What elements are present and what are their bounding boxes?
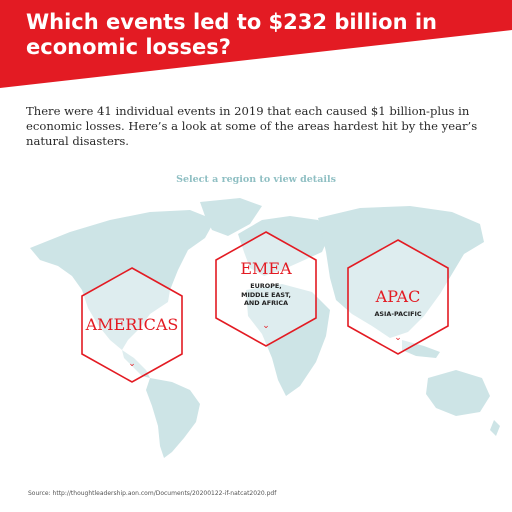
emea-label: EMEA [240, 259, 292, 278]
europe-landmass [238, 216, 330, 276]
africa-landmass [246, 284, 330, 396]
intro-text: There were 41 individual events in 2019 … [26, 104, 478, 148]
australia-landmass [426, 370, 490, 416]
southeast-asia-islands [402, 340, 440, 358]
page-title: Which events led to $232 billion in econ… [26, 10, 437, 59]
south-america-landmass [146, 378, 200, 458]
emea-hexagon [215, 231, 317, 347]
apac-subtitle: ASIA-PACIFIC [374, 310, 422, 318]
americas-label: AMERICAS [85, 315, 179, 334]
chevron-down-icon: ⌄ [128, 359, 136, 369]
north-america-landmass [30, 210, 215, 350]
region-apac-button[interactable]: APAC ASIA-PACIFIC ⌄ [346, 238, 450, 356]
region-americas-button[interactable]: AMERICAS ⌄ [80, 266, 184, 384]
asia-landmass [318, 206, 484, 338]
americas-hexagon [81, 267, 183, 383]
source-link[interactable]: Source: http://thoughtleadership.aon.com… [28, 490, 277, 497]
emea-subtitle: EUROPE, MIDDLE EAST, AND AFRICA [241, 282, 291, 307]
new-zealand-landmass [490, 420, 500, 436]
world-map [30, 198, 500, 458]
chevron-down-icon: ⌄ [394, 333, 402, 343]
region-emea-button[interactable]: EMEA EUROPE, MIDDLE EAST, AND AFRICA ⌄ [214, 230, 318, 348]
apac-hexagon [347, 239, 449, 355]
select-region-prompt: Select a region to view details [176, 174, 336, 185]
chevron-down-icon: ⌄ [262, 321, 270, 331]
apac-label: APAC [375, 287, 421, 306]
greenland-landmass [200, 198, 262, 236]
central-america-landmass [122, 350, 150, 378]
